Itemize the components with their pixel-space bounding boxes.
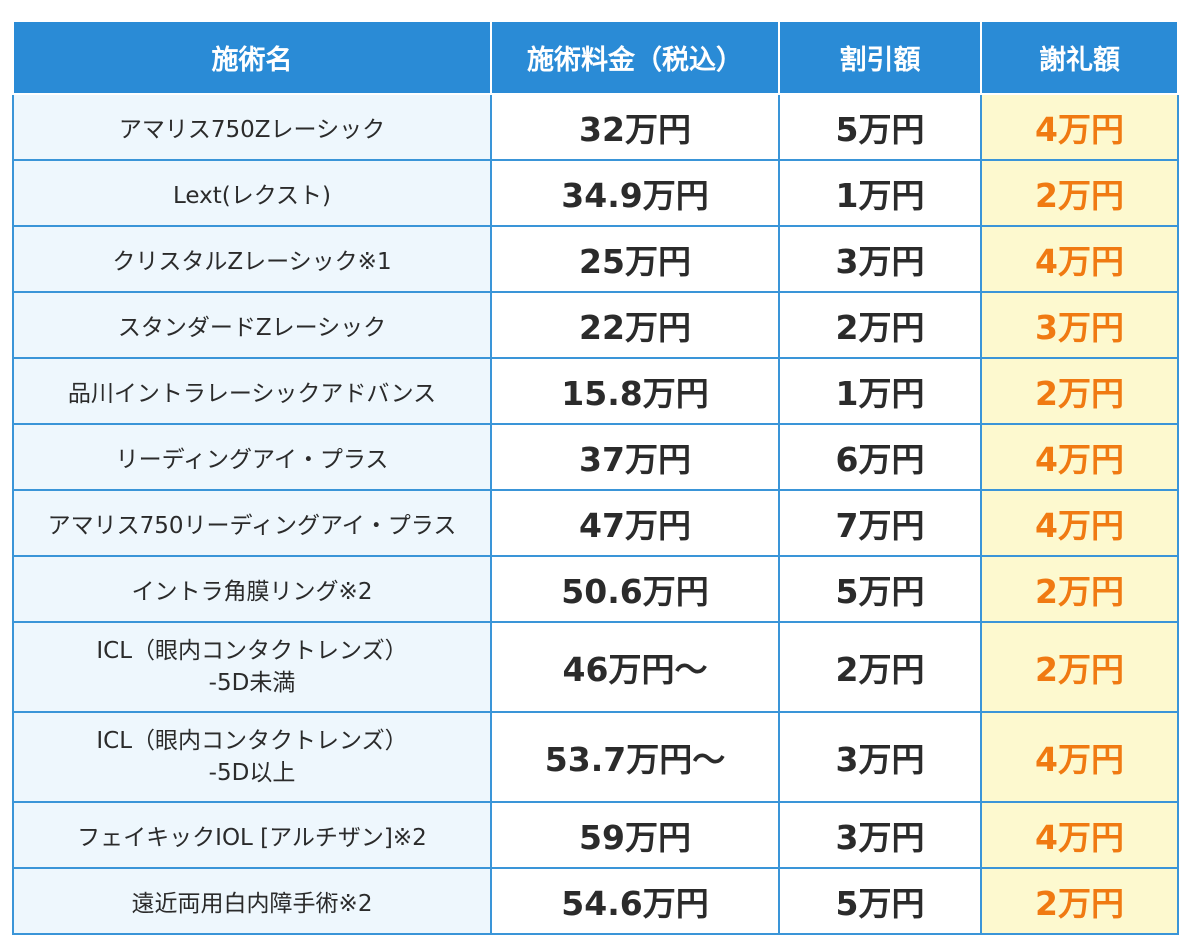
procedure-price: 25万円	[490, 225, 780, 293]
header-discount: 割引額	[778, 20, 982, 95]
reward-amount: 2万円	[980, 555, 1179, 623]
procedure-name: Lext(レクスト)	[12, 159, 492, 227]
header-reward: 謝礼額	[980, 20, 1179, 95]
reward-amount: 4万円	[980, 801, 1179, 869]
procedure-name: ICL（眼内コンタクトレンズ）	[96, 727, 408, 754]
reward-amount: 2万円	[980, 621, 1179, 713]
discount-amount: 3万円	[778, 801, 982, 869]
table-row: ICL（眼内コンタクトレンズ） -5D以上 53.7万円〜 3万円 4万円	[12, 711, 1179, 803]
procedure-name: イントラ角膜リング※2	[12, 555, 492, 623]
table-header-row: 施術名 施術料金（税込） 割引額 謝礼額	[12, 20, 1179, 95]
reward-amount: 4万円	[980, 423, 1179, 491]
procedure-name: 遠近両用白内障手術※2	[12, 867, 492, 935]
table-row: スタンダードZレーシック 22万円 2万円 3万円	[12, 291, 1179, 359]
procedure-price: 32万円	[490, 93, 780, 161]
reward-amount: 4万円	[980, 225, 1179, 293]
discount-amount: 5万円	[778, 867, 982, 935]
header-price: 施術料金（税込）	[490, 20, 780, 95]
procedure-price: 59万円	[490, 801, 780, 869]
reward-amount: 2万円	[980, 357, 1179, 425]
procedure-name: ICL（眼内コンタクトレンズ）	[96, 637, 408, 664]
discount-amount: 7万円	[778, 489, 982, 557]
discount-amount: 5万円	[778, 555, 982, 623]
reward-amount: 2万円	[980, 867, 1179, 935]
procedure-price: 47万円	[490, 489, 780, 557]
reward-amount: 4万円	[980, 489, 1179, 557]
discount-amount: 3万円	[778, 711, 982, 803]
discount-amount: 1万円	[778, 357, 982, 425]
price-table-container: 施術名 施術料金（税込） 割引額 謝礼額 アマリス750Zレーシック 32万円 …	[12, 20, 1179, 935]
procedure-name: スタンダードZレーシック	[12, 291, 492, 359]
table-row: 遠近両用白内障手術※2 54.6万円 5万円 2万円	[12, 867, 1179, 935]
procedure-name: リーディングアイ・プラス	[12, 423, 492, 491]
procedure-name-cell: ICL（眼内コンタクトレンズ） -5D未満	[12, 621, 492, 713]
price-table: 施術名 施術料金（税込） 割引額 謝礼額 アマリス750Zレーシック 32万円 …	[12, 20, 1179, 935]
table-row: 品川イントラレーシックアドバンス 15.8万円 1万円 2万円	[12, 357, 1179, 425]
table-row: イントラ角膜リング※2 50.6万円 5万円 2万円	[12, 555, 1179, 623]
discount-amount: 6万円	[778, 423, 982, 491]
procedure-price: 34.9万円	[490, 159, 780, 227]
reward-amount: 4万円	[980, 711, 1179, 803]
procedure-price: 54.6万円	[490, 867, 780, 935]
procedure-price: 37万円	[490, 423, 780, 491]
table-row: Lext(レクスト) 34.9万円 1万円 2万円	[12, 159, 1179, 227]
discount-amount: 1万円	[778, 159, 982, 227]
procedure-name: アマリス750Zレーシック	[12, 93, 492, 161]
procedure-price: 53.7万円〜	[490, 711, 780, 803]
procedure-name: アマリス750リーディングアイ・プラス	[12, 489, 492, 557]
table-row: クリスタルZレーシック※1 25万円 3万円 4万円	[12, 225, 1179, 293]
discount-amount: 2万円	[778, 621, 982, 713]
header-name: 施術名	[12, 20, 492, 95]
procedure-name-cell: ICL（眼内コンタクトレンズ） -5D以上	[12, 711, 492, 803]
procedure-price: 22万円	[490, 291, 780, 359]
discount-amount: 2万円	[778, 291, 982, 359]
procedure-price: 15.8万円	[490, 357, 780, 425]
procedure-name-sub: -5D以上	[208, 760, 296, 786]
procedure-name-sub: -5D未満	[208, 670, 296, 696]
procedure-name: フェイキックIOL [アルチザン]※2	[12, 801, 492, 869]
procedure-price: 46万円〜	[490, 621, 780, 713]
procedure-price: 50.6万円	[490, 555, 780, 623]
discount-amount: 3万円	[778, 225, 982, 293]
procedure-name: 品川イントラレーシックアドバンス	[12, 357, 492, 425]
table-row: ICL（眼内コンタクトレンズ） -5D未満 46万円〜 2万円 2万円	[12, 621, 1179, 713]
table-row: リーディングアイ・プラス 37万円 6万円 4万円	[12, 423, 1179, 491]
table-row: アマリス750Zレーシック 32万円 5万円 4万円	[12, 93, 1179, 161]
reward-amount: 3万円	[980, 291, 1179, 359]
reward-amount: 2万円	[980, 159, 1179, 227]
table-row: アマリス750リーディングアイ・プラス 47万円 7万円 4万円	[12, 489, 1179, 557]
discount-amount: 5万円	[778, 93, 982, 161]
reward-amount: 4万円	[980, 93, 1179, 161]
procedure-name: クリスタルZレーシック※1	[12, 225, 492, 293]
table-row: フェイキックIOL [アルチザン]※2 59万円 3万円 4万円	[12, 801, 1179, 869]
